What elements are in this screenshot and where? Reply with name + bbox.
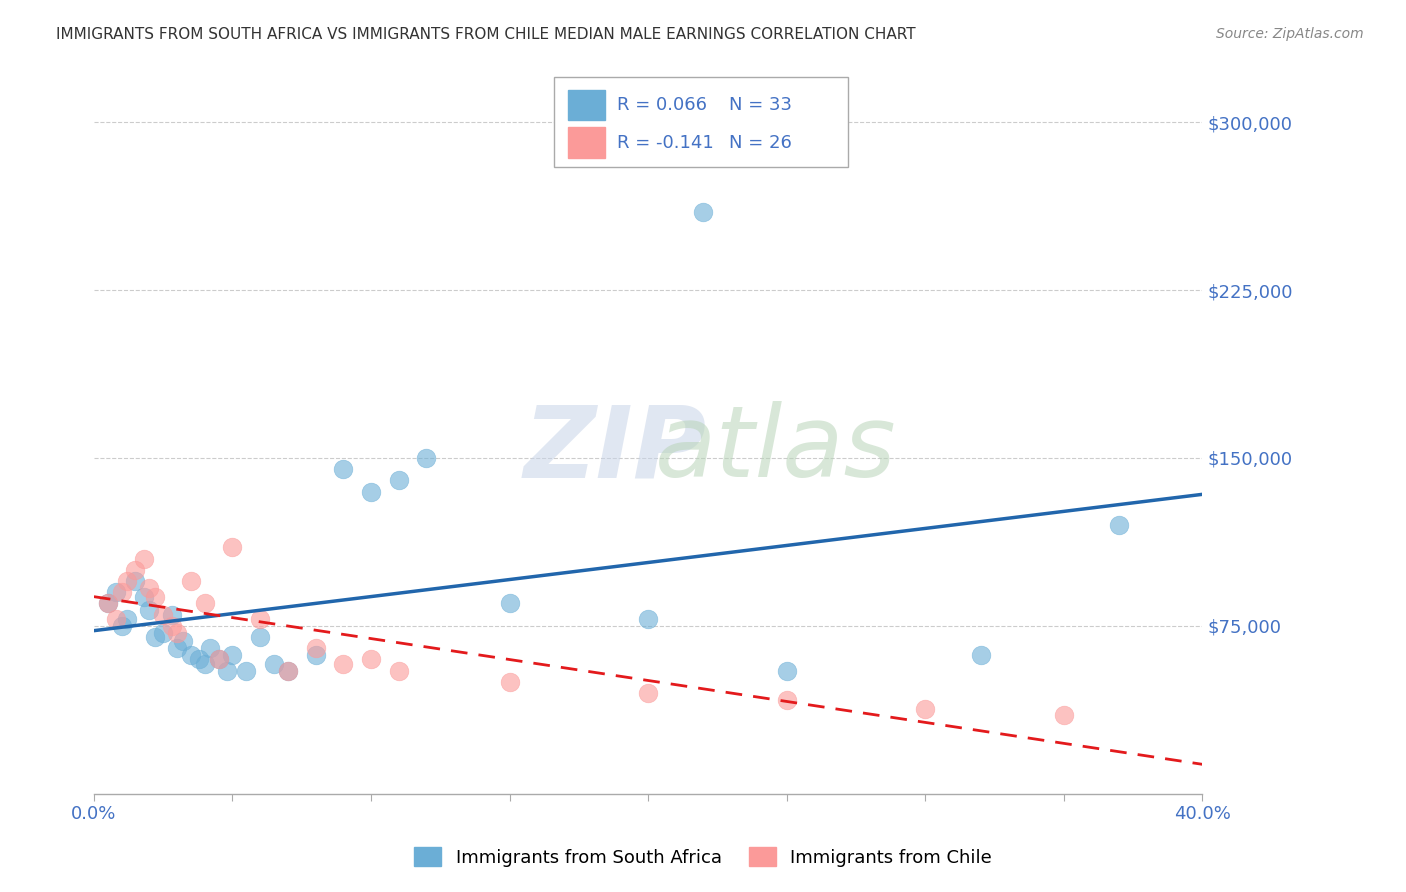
Text: ZIP: ZIP [523,401,706,499]
Point [143,630,166,644]
FancyBboxPatch shape [568,127,605,158]
Point [360,652,382,666]
Point [1108,518,1130,533]
Point [194,596,217,610]
Text: R = -0.141: R = -0.141 [617,135,714,153]
Point [332,657,354,671]
Point [188,652,211,666]
Point [221,541,243,555]
Point [637,686,659,700]
Text: atlas: atlas [655,401,897,499]
Point [124,563,146,577]
Point [388,664,411,678]
Point [637,612,659,626]
Point [215,664,238,678]
Point [304,648,326,662]
Point [166,641,188,656]
Point [97,596,120,610]
Point [304,641,326,656]
Text: N = 33: N = 33 [728,95,792,113]
Point [152,607,174,622]
Point [143,590,166,604]
FancyBboxPatch shape [568,89,605,120]
Point [415,450,437,465]
Point [207,652,229,666]
Point [160,619,183,633]
Point [249,630,271,644]
Point [1053,708,1076,723]
Point [221,648,243,662]
Point [914,701,936,715]
Point [194,657,217,671]
Point [332,462,354,476]
Point [498,674,520,689]
Point [200,641,222,656]
Point [111,585,134,599]
Point [692,204,714,219]
Point [498,596,520,610]
Point [277,664,299,678]
Point [388,473,411,487]
Text: IMMIGRANTS FROM SOUTH AFRICA VS IMMIGRANTS FROM CHILE MEDIAN MALE EARNINGS CORRE: IMMIGRANTS FROM SOUTH AFRICA VS IMMIGRAN… [56,27,915,42]
Point [105,585,128,599]
Point [360,484,382,499]
Point [263,657,285,671]
Point [152,625,174,640]
Point [111,619,134,633]
FancyBboxPatch shape [554,78,848,167]
Point [132,551,155,566]
Point [775,692,797,706]
Text: R = 0.066: R = 0.066 [617,95,707,113]
Point [180,648,202,662]
Point [277,664,299,678]
Point [124,574,146,588]
Point [775,664,797,678]
Point [115,612,138,626]
Legend: Immigrants from South Africa, Immigrants from Chile: Immigrants from South Africa, Immigrants… [406,840,1000,874]
Text: Source: ZipAtlas.com: Source: ZipAtlas.com [1216,27,1364,41]
Point [969,648,991,662]
Point [172,634,194,648]
Point [249,612,271,626]
Point [97,596,120,610]
Point [105,612,128,626]
Point [115,574,138,588]
Point [160,607,183,622]
Point [207,652,229,666]
Point [166,625,188,640]
Point [180,574,202,588]
Point [132,590,155,604]
Point [138,581,160,595]
Point [235,664,257,678]
Text: N = 26: N = 26 [728,135,792,153]
Point [138,603,160,617]
